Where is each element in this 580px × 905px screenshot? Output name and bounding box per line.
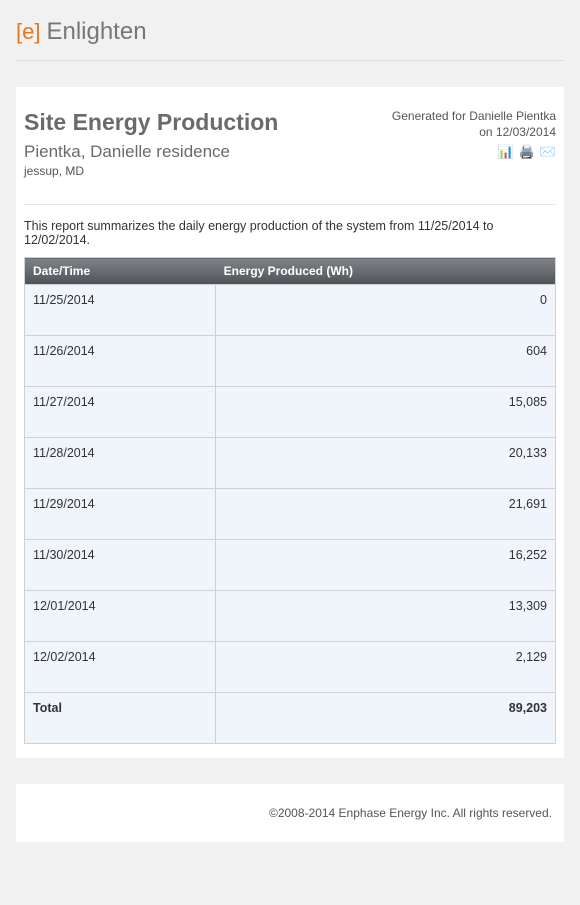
cell-energy: 2,129 — [216, 642, 556, 693]
table-row: 12/01/201413,309 — [25, 591, 556, 642]
cell-energy: 604 — [216, 336, 556, 387]
site-name: Pientka, Danielle residence — [24, 142, 278, 162]
table-row: 11/30/201416,252 — [25, 540, 556, 591]
cell-date: 12/02/2014 — [25, 642, 216, 693]
table-row: 11/27/201415,085 — [25, 387, 556, 438]
brand: [e] Enlighten — [16, 18, 564, 46]
card-divider — [24, 204, 556, 205]
cell-date: 11/29/2014 — [25, 489, 216, 540]
cell-energy: 15,085 — [216, 387, 556, 438]
report-card: Site Energy Production Pientka, Danielle… — [16, 87, 564, 758]
cell-energy: 16,252 — [216, 540, 556, 591]
copyright: ©2008-2014 Enphase Energy Inc. All right… — [269, 806, 552, 820]
table-row: 11/28/201420,133 — [25, 438, 556, 489]
brand-mark: [e] — [16, 19, 40, 45]
email-icon[interactable]: ✉️ — [540, 144, 556, 160]
cell-date: 11/25/2014 — [25, 285, 216, 336]
col-header-energy: Energy Produced (Wh) — [216, 258, 556, 285]
table-row: 12/02/20142,129 — [25, 642, 556, 693]
site-location: jessup, MD — [24, 164, 278, 178]
header-meta: Generated for Danielle Pientka on 12/03/… — [392, 109, 556, 160]
cell-date: 11/26/2014 — [25, 336, 216, 387]
table-total-row: Total89,203 — [25, 693, 556, 744]
action-icons: 📊 🖨️ ✉️ — [392, 144, 556, 160]
cell-total-value: 89,203 — [216, 693, 556, 744]
cell-date: 11/28/2014 — [25, 438, 216, 489]
cell-date: 11/30/2014 — [25, 540, 216, 591]
generated-on: on 12/03/2014 — [392, 125, 556, 141]
cell-date: 11/27/2014 — [25, 387, 216, 438]
table-header-row: Date/Time Energy Produced (Wh) — [25, 258, 556, 285]
brand-bar: [e] Enlighten — [0, 0, 580, 60]
table-row: 11/26/2014604 — [25, 336, 556, 387]
page-title: Site Energy Production — [24, 109, 278, 136]
table-row: 11/29/201421,691 — [25, 489, 556, 540]
report-header: Site Energy Production Pientka, Danielle… — [24, 109, 556, 186]
generated-for: Generated for Danielle Pientka — [392, 109, 556, 125]
report-summary: This report summarizes the daily energy … — [24, 219, 556, 247]
footer: ©2008-2014 Enphase Energy Inc. All right… — [16, 784, 564, 842]
header-left: Site Energy Production Pientka, Danielle… — [24, 109, 278, 178]
cell-date: 12/01/2014 — [25, 591, 216, 642]
table-body: 11/25/20140 11/26/2014604 11/27/201415,0… — [25, 285, 556, 744]
col-header-date: Date/Time — [25, 258, 216, 285]
cell-energy: 13,309 — [216, 591, 556, 642]
cell-total-label: Total — [25, 693, 216, 744]
cell-energy: 20,133 — [216, 438, 556, 489]
excel-icon[interactable]: 📊 — [498, 144, 514, 160]
divider — [16, 60, 564, 61]
print-icon[interactable]: 🖨️ — [519, 144, 535, 160]
energy-table: Date/Time Energy Produced (Wh) 11/25/201… — [24, 257, 556, 744]
table-row: 11/25/20140 — [25, 285, 556, 336]
cell-energy: 0 — [216, 285, 556, 336]
brand-name: Enlighten — [46, 18, 146, 46]
cell-energy: 21,691 — [216, 489, 556, 540]
